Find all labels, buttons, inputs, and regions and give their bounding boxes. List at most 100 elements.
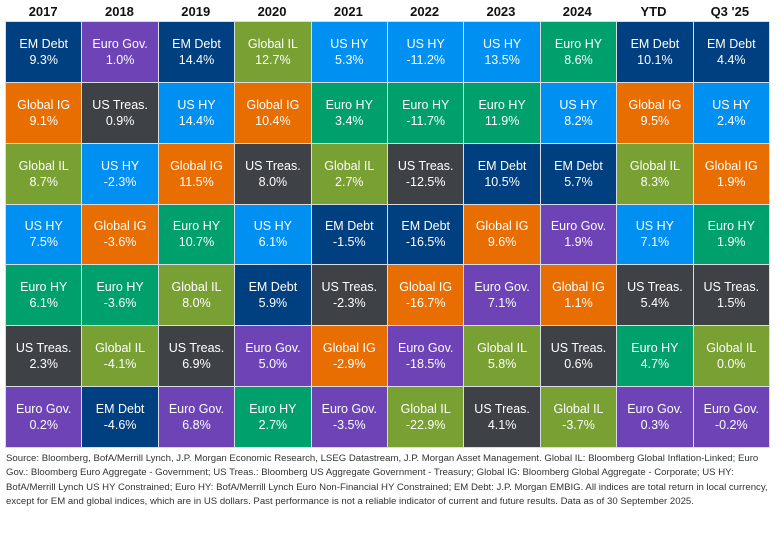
- asset-class-label: US HY: [177, 97, 216, 112]
- asset-class-label: Global IG: [170, 158, 223, 173]
- return-cell: Euro Gov. 0.2%: [6, 387, 82, 447]
- return-value: 14.4%: [178, 52, 215, 67]
- column-header: 2020: [257, 4, 287, 19]
- asset-class-label: Global IG: [704, 158, 758, 173]
- return-cell: Euro Gov. 6.8%: [158, 387, 235, 447]
- return-cell: Global IL 8.7%: [6, 143, 82, 204]
- asset-class-label: Euro Gov.: [321, 402, 377, 417]
- return-value: 0.9%: [105, 113, 135, 128]
- return-cell: Global IG -2.9%: [311, 326, 387, 387]
- return-value: 5.9%: [258, 296, 288, 311]
- return-cell: Global IL 2.7%: [311, 143, 387, 204]
- return-cell: US HY 7.1%: [617, 204, 693, 265]
- return-cell: Global IG 9.6%: [464, 204, 540, 265]
- asset-class-label: Euro Gov.: [92, 36, 148, 51]
- column-header: 2024: [562, 4, 592, 19]
- return-cell: US HY -2.3%: [82, 143, 158, 204]
- return-cell: Global IG 1.1%: [540, 265, 617, 326]
- return-value: 0.0%: [717, 357, 746, 372]
- asset-class-label: Global IL: [95, 341, 146, 356]
- return-value: -2.9%: [332, 357, 366, 372]
- return-cell: EM Debt 4.4%: [693, 22, 769, 82]
- return-value: 1.0%: [105, 52, 135, 67]
- asset-class-label: EM Debt: [248, 280, 298, 295]
- return-cell: Euro Gov. -3.5%: [311, 387, 387, 447]
- asset-class-label: US Treas.: [474, 402, 530, 417]
- return-value: 4.7%: [640, 357, 670, 372]
- return-value: 2.4%: [717, 113, 746, 128]
- asset-class-label: Global IL: [247, 36, 298, 51]
- return-cell: Euro Gov. 7.1%: [464, 265, 540, 326]
- asset-class-label: US HY: [253, 219, 292, 234]
- return-cell: US Treas. 8.0%: [235, 143, 311, 204]
- asset-class-label: Euro HY: [554, 36, 603, 51]
- return-cell: Global IL 8.3%: [617, 143, 693, 204]
- asset-class-label: Global IL: [400, 402, 451, 417]
- return-cell: US Treas. 6.9%: [158, 326, 235, 387]
- return-value: -2.3%: [332, 296, 366, 311]
- return-cell: US HY 6.1%: [235, 204, 311, 265]
- asset-class-label: Euro HY: [707, 219, 755, 234]
- return-value: 1.9%: [717, 174, 746, 189]
- asset-class-label: Global IL: [18, 158, 69, 173]
- return-cell: US Treas. -2.3%: [311, 265, 387, 326]
- return-value: 14.4%: [178, 113, 215, 128]
- return-cell: US Treas. -12.5%: [388, 143, 464, 204]
- asset-class-label: EM Debt: [19, 36, 69, 51]
- return-cell: Euro HY 4.7%: [617, 326, 693, 387]
- column-header: 2019: [181, 4, 211, 19]
- return-value: -4.1%: [103, 357, 137, 372]
- asset-class-label: Global IG: [628, 97, 682, 112]
- return-value: 4.4%: [717, 52, 746, 67]
- return-cell: Global IG 9.1%: [6, 82, 82, 143]
- return-value: -2.3%: [103, 174, 137, 189]
- asset-class-label: EM Debt: [554, 158, 603, 173]
- return-value: 6.9%: [182, 357, 211, 372]
- asset-class-label: Euro Gov.: [168, 402, 225, 417]
- column-header: 2023: [486, 4, 516, 19]
- return-cell: US HY 14.4%: [158, 82, 235, 143]
- return-value: 4.1%: [487, 418, 517, 433]
- return-cell: US HY 7.5%: [6, 204, 82, 265]
- asset-class-label: Euro Gov.: [703, 402, 759, 417]
- return-cell: EM Debt 5.9%: [235, 265, 311, 326]
- return-value: 8.7%: [29, 174, 58, 189]
- asset-class-label: Global IL: [477, 341, 528, 356]
- column-header: Q3 '25: [710, 4, 750, 19]
- asset-class-label: EM Debt: [401, 219, 451, 234]
- return-cell: Euro Gov. 5.0%: [235, 326, 311, 387]
- asset-class-label: Global IG: [322, 341, 376, 356]
- return-cell: EM Debt 5.7%: [540, 143, 617, 204]
- asset-class-label: US Treas.: [168, 341, 225, 356]
- asset-class-label: US HY: [100, 158, 140, 173]
- return-cell: EM Debt -16.5%: [388, 204, 464, 265]
- return-value: 3.4%: [335, 113, 364, 128]
- return-cell: Euro HY 1.9%: [693, 204, 769, 265]
- asset-class-label: Global IL: [171, 280, 222, 295]
- return-cell: EM Debt 9.3%: [6, 22, 82, 82]
- return-value: 7.5%: [29, 235, 58, 250]
- asset-class-label: Euro HY: [20, 280, 68, 295]
- asset-class-label: US Treas.: [321, 280, 378, 295]
- return-value: 1.1%: [564, 296, 593, 311]
- return-value: 11.9%: [484, 113, 520, 128]
- return-cell: US HY 5.3%: [311, 22, 387, 82]
- asset-class-label: US Treas.: [245, 158, 301, 173]
- return-value: 1.9%: [564, 235, 593, 250]
- return-cell: Global IL 12.7%: [235, 22, 311, 82]
- return-cell: Global IL 0.0%: [693, 326, 769, 387]
- asset-class-label: Euro HY: [631, 341, 679, 356]
- asset-class-label: EM Debt: [630, 36, 680, 51]
- return-cell: Global IL -3.7%: [540, 387, 617, 447]
- asset-class-label: Euro HY: [172, 219, 221, 234]
- asset-class-label: Euro HY: [478, 97, 526, 112]
- return-cell: US Treas. 0.9%: [82, 82, 158, 143]
- asset-class-label: US HY: [635, 219, 674, 234]
- asset-class-label: Euro HY: [249, 402, 297, 417]
- asset-class-label: US HY: [712, 97, 751, 112]
- return-value: -1.5%: [332, 235, 366, 250]
- return-value: 5.4%: [640, 296, 670, 311]
- asset-class-label: Global IL: [706, 341, 757, 356]
- return-cell: Euro Gov. 0.3%: [617, 387, 693, 447]
